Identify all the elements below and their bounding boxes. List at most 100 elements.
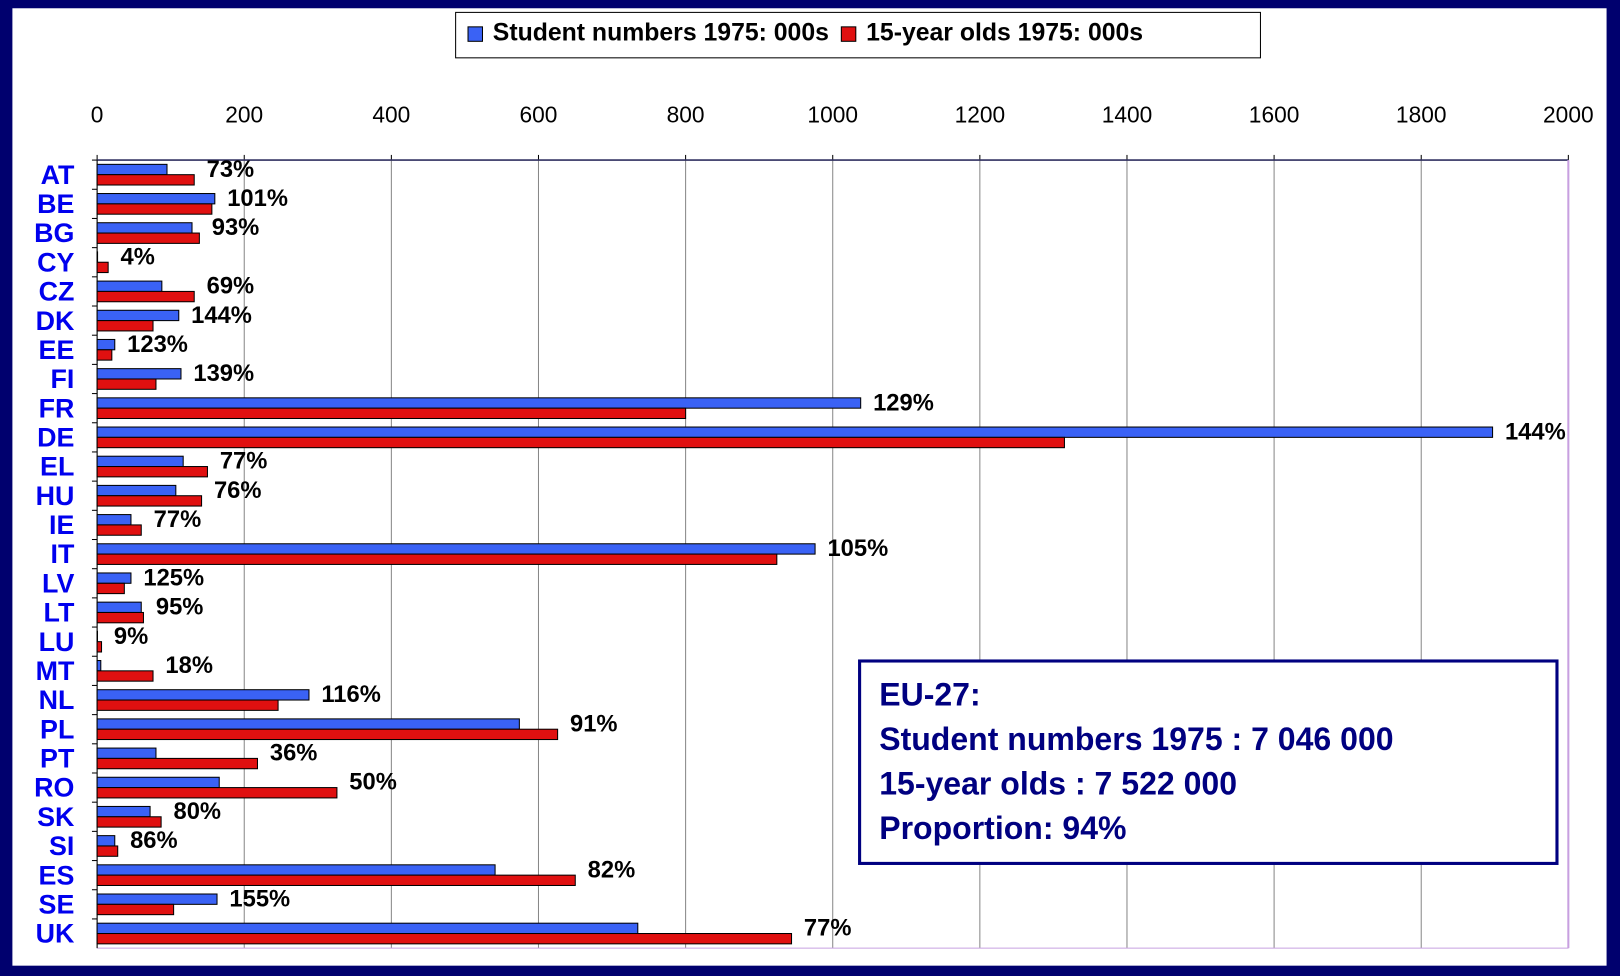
y-tick-label: SE [39,889,75,919]
value-label: 125% [143,564,204,591]
y-tick-label: LU [39,627,75,657]
bar [96,582,125,595]
x-tick-label: 1000 [807,102,858,128]
x-tick-label: 1800 [1396,102,1447,128]
bar [96,903,175,916]
y-tick-label: UK [36,919,75,949]
bar [96,174,195,186]
x-tick-label: 400 [372,102,410,128]
bar [96,747,157,759]
bar [96,320,154,332]
bar [96,397,862,409]
bar [96,514,132,526]
value-label: 129% [873,389,934,416]
bar [96,805,151,818]
y-tick-label: LV [42,568,74,598]
y-tick-label: SK [37,802,75,832]
bar [96,922,639,935]
info-box [858,659,1559,865]
bar [96,572,132,584]
bar [96,484,177,497]
y-tick-label: IT [51,539,75,569]
bar [96,543,816,555]
y-tick-label: BG [34,218,74,248]
y-tick-label: MT [36,656,75,686]
value-label: 4% [121,243,155,270]
x-tick-label: 0 [91,102,104,128]
value-label: 50% [349,769,397,796]
bar [96,466,208,478]
y-tick-label: EE [39,335,75,365]
legend-label: Student numbers 1975: 000s [493,20,829,47]
y-tick-label: SI [49,831,74,861]
value-label: 105% [827,535,888,562]
y-tick-label: NL [39,685,75,715]
bar [96,436,1065,449]
value-label: 155% [229,885,290,912]
info-text: EU-27: [879,677,980,713]
bar [96,378,157,390]
bar [96,163,168,176]
value-label: 144% [1505,419,1566,446]
value-label: 73% [207,156,255,183]
legend-box [455,11,1261,59]
info-text: Student numbers 1975 : 7 046 000 [879,721,1393,757]
bar [96,261,109,274]
value-label: 93% [212,214,260,241]
y-tick-label: IE [49,510,74,540]
y-tick-label: BE [37,189,74,219]
bar [96,455,184,468]
bar [96,893,218,905]
bar [96,660,102,672]
bar [96,232,200,244]
value-label: 139% [193,360,254,387]
y-tick-label: PL [40,714,74,744]
bar [96,757,258,770]
value-label: 77% [804,915,852,942]
bar [96,874,576,886]
value-label: 123% [127,331,188,358]
x-tick-label: 600 [520,102,558,128]
bar [96,864,496,876]
bar [96,222,193,234]
bar [96,338,116,351]
y-tick-label: DE [37,423,74,453]
y-tick-label: CZ [39,277,75,307]
legend-label: 15-year olds 1975: 000s [866,20,1143,47]
bar [96,426,1494,438]
bar [96,816,162,828]
bar [96,670,154,682]
value-label: 91% [570,710,618,737]
value-label: 76% [214,477,262,504]
bar [96,495,203,507]
bar [96,280,163,292]
value-label: 36% [270,740,318,767]
bar [96,203,213,215]
y-tick-label: FI [51,364,75,394]
value-label: 144% [191,302,252,329]
value-label: 18% [165,652,213,679]
bar [96,718,520,730]
bar [96,776,220,789]
bar [96,553,778,565]
bar [96,699,279,711]
value-label: 95% [156,594,204,621]
bar [96,407,687,420]
bar [96,728,559,741]
y-tick-label: PT [40,744,75,774]
y-tick-label: RO [34,773,74,803]
value-label: 86% [130,827,178,854]
value-label: 77% [220,448,268,475]
x-tick-label: 1600 [1249,102,1300,128]
y-tick-label: LT [44,598,75,628]
bar [96,787,338,799]
x-tick-label: 800 [667,102,705,128]
x-tick-label: 1200 [955,102,1006,128]
legend-swatch [840,26,857,42]
y-tick-label: EL [40,452,74,482]
y-tick-label: CY [37,247,74,277]
y-tick-label: HU [36,481,75,511]
value-label: 77% [154,506,202,533]
bar [96,309,180,322]
